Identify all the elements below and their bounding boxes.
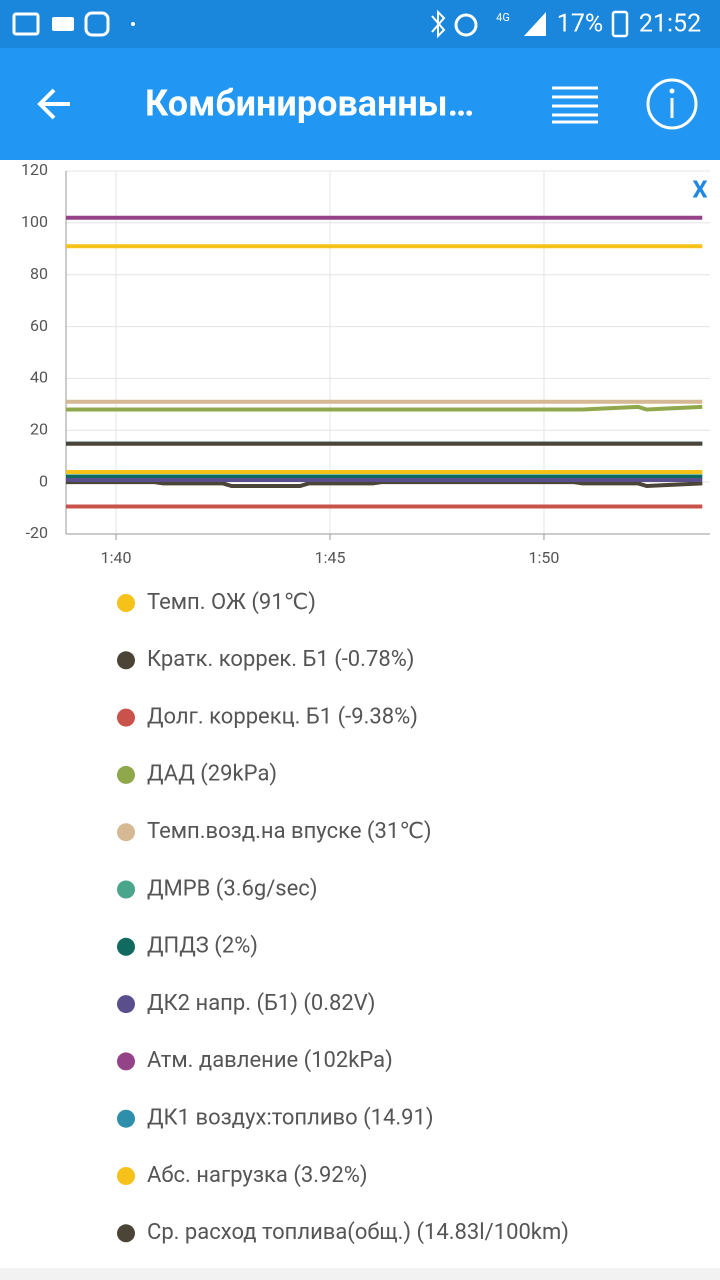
y-tick-label: 100 xyxy=(21,212,48,231)
y-tick-label: 120 xyxy=(21,160,48,179)
legend-dot xyxy=(117,708,135,727)
bottom-strip xyxy=(0,1268,720,1280)
network-type: 4G xyxy=(496,11,510,24)
legend-dot xyxy=(117,823,135,842)
series-line xyxy=(66,480,703,489)
battery-icon xyxy=(611,10,629,38)
app-title: Комбинированны… xyxy=(145,83,474,125)
legend-label: Темп. ОЖ (91℃) xyxy=(147,590,316,615)
grid: -20 0 20 40 60 80 100 120 1:40 1:45 1:50 xyxy=(21,160,710,567)
legend-label: ДАД (29kPa) xyxy=(147,762,277,787)
legend-dot xyxy=(117,1109,135,1128)
legend-label: Кратк. коррек. Б1 (-0.78%) xyxy=(147,647,414,672)
bluetooth-icon xyxy=(431,9,446,39)
y-tick-label: 40 xyxy=(30,368,48,387)
list-button[interactable] xyxy=(552,86,598,124)
close-chart[interactable]: X xyxy=(692,175,707,203)
engine-icon xyxy=(52,17,74,31)
legend-label: ДК2 напр. (Б1) (0.82V) xyxy=(147,991,375,1016)
y-tick-label: 0 xyxy=(39,471,48,490)
y-tick-label: -20 xyxy=(26,523,48,542)
x-tick-label: 1:50 xyxy=(529,548,560,567)
dot-icon xyxy=(131,22,135,26)
legend-label: Долг. коррекц. Б1 (-9.38%) xyxy=(147,704,418,729)
plot-lines xyxy=(66,215,703,509)
status-bar xyxy=(0,0,720,48)
gallery-icon xyxy=(12,12,40,36)
legend: Темп. ОЖ (91℃) Кратк. коррек. Б1 (-0.78%)… xyxy=(117,590,569,1245)
back-button[interactable] xyxy=(37,88,70,120)
legend-dot xyxy=(117,765,135,784)
legend-dot xyxy=(117,651,135,670)
battery-percent: 17% xyxy=(557,10,603,39)
legend-label: Абс. нагрузка (3.92%) xyxy=(147,1163,368,1188)
legend-label: Темп.возд.на впуске (31℃) xyxy=(147,819,432,844)
legend-label: Атм. давление (102kPa) xyxy=(147,1048,393,1073)
legend-label: ДПДЗ (2%) xyxy=(147,934,258,959)
info-button[interactable] xyxy=(646,78,698,130)
signal-icon xyxy=(524,12,546,36)
legend-label: Ср. расход топлива(общ.) (14.83l/100km) xyxy=(147,1220,569,1245)
y-tick-label: 80 xyxy=(30,264,48,283)
legend-dot xyxy=(117,880,135,899)
y-tick-label: 60 xyxy=(30,316,48,335)
y-tick-label: 20 xyxy=(30,420,48,439)
x-tick-label: 1:40 xyxy=(101,548,132,567)
instagram-icon xyxy=(84,11,110,37)
alarm-icon xyxy=(454,13,478,37)
legend-dot xyxy=(117,1167,135,1185)
app-bar xyxy=(0,48,720,160)
legend-label: ДМРВ (3.6g/sec) xyxy=(147,876,317,901)
clock: 21:52 xyxy=(639,10,701,39)
legend-dot xyxy=(117,995,135,1014)
legend-dot xyxy=(117,1224,135,1243)
legend-dot xyxy=(117,937,135,956)
legend-dot xyxy=(117,594,135,612)
series-line xyxy=(66,404,703,412)
legend-label: ДК1 воздух:топливо (14.91) xyxy=(147,1106,434,1131)
legend-dot xyxy=(117,1052,135,1071)
x-tick-label: 1:45 xyxy=(315,548,346,567)
